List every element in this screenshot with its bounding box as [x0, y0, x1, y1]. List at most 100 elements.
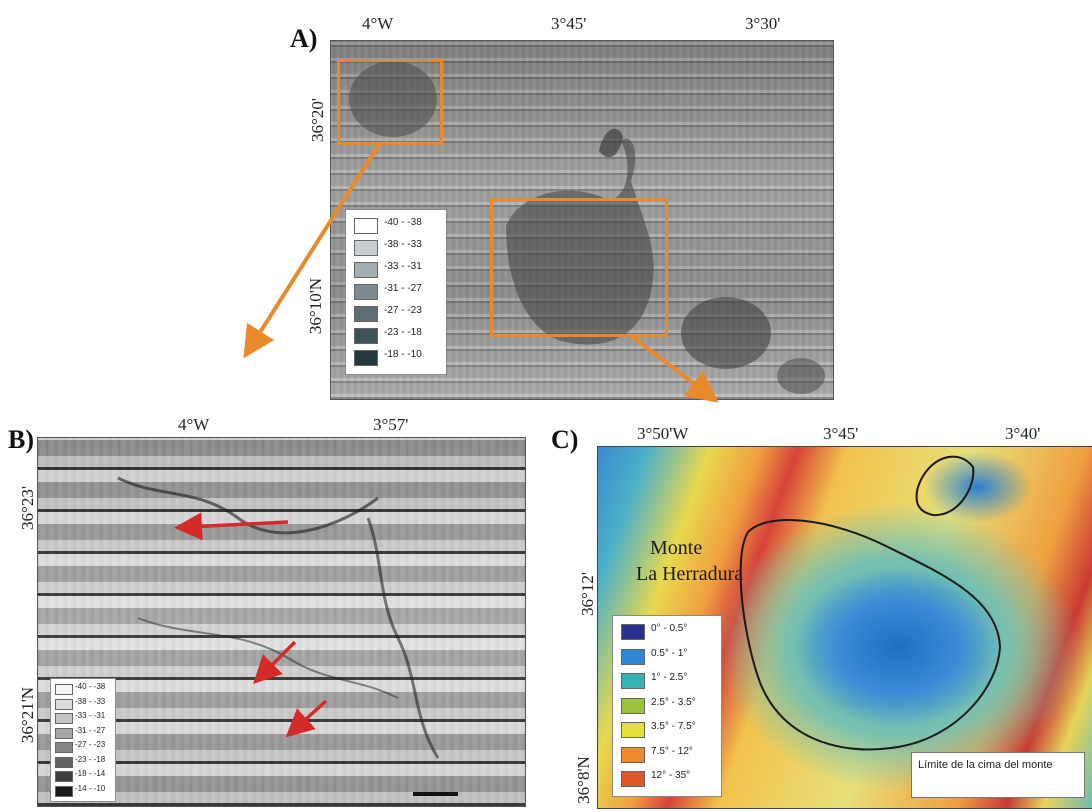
backscatter-map-b: -40 - -38 -38 - -33 -33 - -31 -31 - -27 -27 …: [37, 437, 526, 807]
panel-b-top-coord-2: 3°57': [373, 415, 409, 434]
panel-c-legend-label: 1° - 2.5°: [651, 672, 688, 683]
panel-c-legend-row: 7.5° - 12°: [613, 745, 721, 765]
panel-b-legend-row: -33 - -31: [51, 711, 115, 731]
red-arrow-2: [253, 640, 297, 684]
backscatter-map-a: -40 - -38 -38 - -33 -33 - -31 -31 - -27 -27 …: [330, 40, 834, 400]
scarp-line-2: [366, 517, 440, 759]
panel-b-legend-label: -23 - -18: [75, 754, 106, 764]
arrows-a: [243, 141, 719, 403]
panel-b-legend-label: -40 - -38: [75, 682, 106, 691]
mount-patch-nw: [349, 61, 437, 137]
highlight-box-c: [490, 198, 668, 337]
map-b-features: [117, 476, 458, 796]
legend-c: 0° - 0.5° 0.5° - 1° 1° - 2.5° 2.5° - 3.5° 3.…: [612, 615, 722, 797]
panel-c-legend-swatch: [621, 673, 645, 689]
summit-outline-ne: [915, 455, 975, 517]
panel-c-top-coord-1: 3°50'W: [637, 424, 689, 443]
feature-name-line1: Monte: [650, 537, 703, 559]
panel-c-top-coord-3: 3°40': [1005, 424, 1041, 443]
panel-a-top-coord-1: 4°W: [362, 14, 394, 33]
panel-a-legend-label: -27 - -23: [384, 305, 422, 316]
panel-a-legend-label: -31 - -27: [384, 283, 422, 294]
summit-note-box: Límite de la cima del monte: [911, 752, 1085, 798]
panel-b-left-coord-1: 36°23': [18, 486, 37, 530]
panel-c-left-coord-1: 36°12': [578, 572, 597, 616]
panel-c-legend-row: 0° - 0.5°: [613, 622, 721, 642]
mount-patch-far-se: [777, 358, 825, 394]
panel-c-top-coord-2: 3°45': [823, 424, 859, 443]
panel-a-legend-label: -33 - -31: [384, 261, 422, 272]
red-arrow-3: [285, 699, 328, 738]
panel-a-legend-row: -38 - -33: [346, 238, 446, 258]
scarp-line-3: [137, 617, 399, 699]
panel-b-legend-row: -38 - -33: [51, 697, 115, 717]
mount-patch-se: [681, 297, 771, 369]
highlight-box-b: [337, 59, 443, 145]
panel-b-legend-label: -27 - -23: [75, 740, 106, 749]
panel-b-legend-label: -14 - -10: [75, 783, 106, 793]
panel-c-legend-label: 0° - 0.5°: [651, 623, 688, 634]
slope-map-c: Monte La Herradura 0° - 0.5° 0.5° - 1° 1° …: [597, 446, 1092, 809]
scarp-line-1: [117, 476, 379, 535]
panel-a-legend-swatch: [354, 306, 378, 322]
panel-c-legend-label: 0.5° - 1°: [651, 647, 688, 659]
map-a-features: [349, 61, 825, 394]
panel-b-legend-swatch: [55, 771, 73, 782]
panel-a-legend-swatch: [354, 350, 378, 366]
panel-b-label: B): [8, 425, 34, 454]
panel-a-legend-label: -18 - -10: [384, 349, 422, 360]
panel-a-label: A): [290, 24, 318, 53]
panel-b-legend-label: -38 - -33: [75, 696, 106, 706]
panel-b-legend-row: -31 - -27: [51, 726, 115, 746]
panel-c-legend-row: 1° - 2.5°: [613, 671, 721, 691]
panel-b-legend-swatch: [55, 713, 73, 724]
panel-a-legend-swatch: [354, 262, 378, 278]
panel-b-legend-swatch: [55, 756, 73, 768]
feature-name-line2: La Herradura: [636, 563, 744, 585]
red-arrow-1: [174, 512, 289, 541]
summit-outline: [739, 519, 1002, 751]
panel-a-legend-swatch: [354, 328, 378, 344]
panel-a-legend-row: -33 - -31: [346, 260, 446, 280]
mount-patch-herradura: [506, 138, 654, 345]
panel-c-label: C): [551, 425, 579, 454]
panel-b-legend-row: -40 - -38: [51, 682, 115, 702]
panel-b-legend-swatch: [55, 785, 73, 797]
panel-c-legend-swatch: [621, 697, 645, 714]
arrow-to-c: [628, 333, 719, 403]
panel-a-legend-label: -40 - -38: [384, 217, 422, 228]
panel-c-legend-swatch: [621, 722, 645, 738]
panel-b-legend-label: -18 - -14: [75, 769, 106, 778]
panel-c-legend-swatch: [621, 746, 645, 763]
panel-b-legend-row: -23 - -18: [51, 755, 115, 775]
mount-patch-north: [599, 128, 623, 158]
panel-b-legend-label: -33 - -31: [75, 711, 106, 720]
panel-b-left-coord-2: 36°21'N: [18, 686, 37, 744]
panel-b-legend-row: -18 - -14: [51, 769, 115, 789]
panel-a-legend-label: -23 - -18: [384, 327, 422, 338]
panel-b-legend-swatch: [55, 684, 73, 695]
panel-c-legend-row: 3.5° - 7.5°: [613, 720, 721, 740]
panel-a-legend-swatch: [354, 284, 378, 300]
legend-a: -40 - -38 -38 - -33 -33 - -31 -31 - -27 -27 …: [345, 209, 447, 375]
panel-a-legend-row: -40 - -38: [346, 216, 446, 236]
panel-a-legend-row: -18 - -10: [346, 348, 446, 368]
panel-b-legend-swatch: [55, 698, 73, 710]
panel-b-legend-swatch: [55, 727, 73, 739]
panel-a-legend-label: -38 - -33: [384, 239, 422, 250]
panel-a-legend-row: -31 - -27: [346, 282, 446, 302]
panel-a-legend-swatch: [354, 240, 378, 256]
panel-c-legend-swatch: [621, 648, 645, 665]
arrow-to-b: [243, 141, 382, 359]
panel-b-legend-swatch: [55, 742, 73, 753]
panel-c-left-coord-2: 36°8'N: [574, 756, 593, 804]
panel-c-legend-row: 12° - 35°: [613, 769, 721, 789]
legend-b: -40 - -38 -38 - -33 -33 - -31 -31 - -27 -27 …: [50, 678, 116, 802]
panel-c-legend-label: 12° - 35°: [651, 770, 691, 781]
panel-a-legend-swatch: [354, 218, 378, 234]
panel-c-legend-swatch: [621, 624, 645, 640]
panel-b-top-coord-1: 4°W: [178, 415, 210, 434]
panel-c-legend-label: 3.5° - 7.5°: [651, 721, 696, 732]
panel-c-legend-label: 7.5° - 12°: [651, 745, 693, 757]
panel-c-legend-label: 2.5° - 3.5°: [651, 696, 696, 708]
